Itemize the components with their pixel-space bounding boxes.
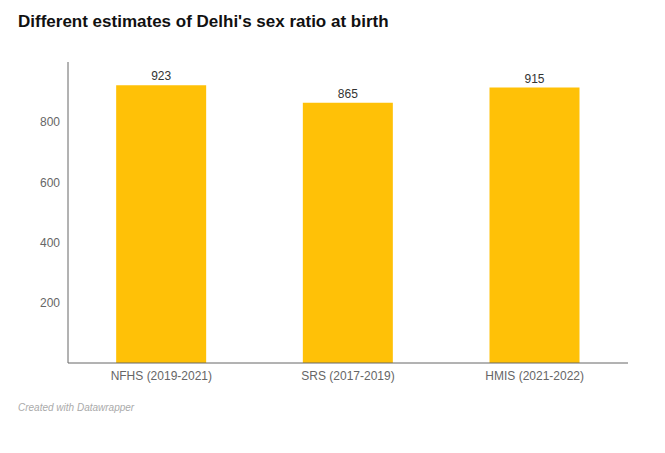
svg-text:400: 400 (40, 236, 60, 250)
svg-text:800: 800 (40, 115, 60, 129)
svg-text:865: 865 (338, 87, 358, 101)
svg-text:923: 923 (151, 69, 171, 83)
svg-text:915: 915 (524, 72, 544, 86)
html-text:Different estimates of Delhi's: Different estimates of Delhi's sex ratio… (18, 12, 389, 31)
svg-text:600: 600 (40, 176, 60, 190)
svg-text:NFHS (2019-2021): NFHS (2019-2021) (111, 369, 212, 383)
svg-text:200: 200 (40, 296, 60, 310)
svg-text:HMIS (2021-2022): HMIS (2021-2022) (485, 369, 584, 383)
html-text:Created with Datawrapper: Created with Datawrapper (18, 402, 135, 413)
svg-text:SRS (2017-2019): SRS (2017-2019) (301, 369, 394, 383)
